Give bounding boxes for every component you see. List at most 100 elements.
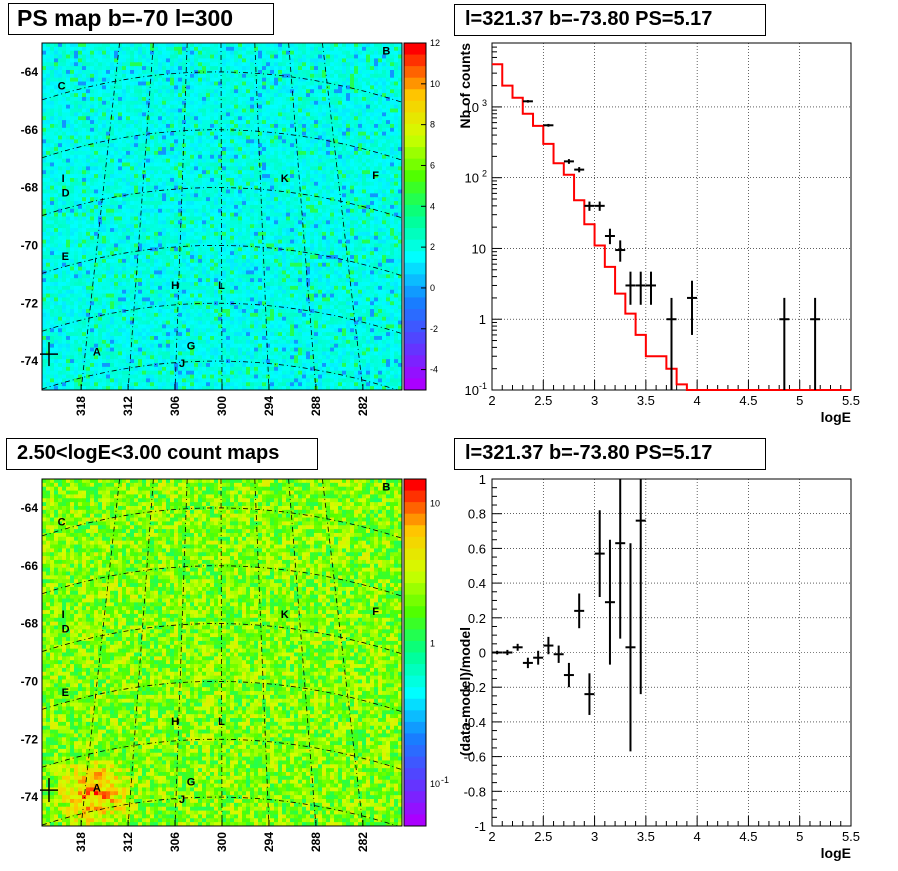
- map-pixel: [322, 123, 327, 129]
- map-pixel: [302, 50, 307, 56]
- map-pixel: [62, 189, 67, 194]
- map-pixel: [94, 154, 99, 160]
- map-pixel: [122, 197, 127, 202]
- map-pixel: [374, 220, 379, 225]
- map-pixel: [390, 131, 395, 137]
- map-pixel: [366, 189, 371, 194]
- map-pixel: [390, 181, 395, 187]
- map-pixel: [198, 177, 203, 183]
- map-pixel: [98, 193, 103, 198]
- map-pixel: [346, 216, 351, 221]
- map-pixel: [250, 231, 255, 237]
- map-pixel: [382, 66, 387, 71]
- map-pixel: [158, 228, 163, 233]
- map-pixel: [94, 143, 99, 148]
- map-pixel: [194, 216, 199, 221]
- map-pixel: [266, 247, 271, 252]
- map-pixel: [306, 93, 311, 98]
- map-pixel: [266, 89, 271, 94]
- map-pixel: [330, 208, 335, 214]
- map-pixel: [66, 131, 71, 137]
- map-pixel: [274, 66, 279, 71]
- map-pixel: [74, 162, 79, 167]
- map-pixel: [222, 170, 227, 175]
- map-pixel: [370, 147, 375, 152]
- map-pixel: [122, 220, 127, 225]
- map-pixel: [146, 181, 151, 187]
- map-cells: [42, 43, 402, 390]
- map-pixel: [118, 69, 123, 75]
- map-pixel: [330, 201, 335, 206]
- map-pixel: [374, 235, 379, 241]
- map-pixel: [306, 139, 311, 144]
- map-pixel: [374, 123, 379, 129]
- map-pixel: [150, 135, 155, 140]
- map-pixel: [90, 216, 95, 221]
- map-pixel: [274, 62, 279, 67]
- map-pixel: [78, 204, 83, 210]
- map-pixel: [190, 62, 195, 67]
- map-pixel: [178, 204, 183, 210]
- map-pixel: [290, 158, 295, 164]
- map-pixel: [322, 220, 327, 225]
- map-pixel: [90, 255, 95, 260]
- map-pixel: [238, 201, 243, 206]
- map-pixel: [190, 89, 195, 94]
- map-pixel: [218, 201, 223, 206]
- map-pixel: [134, 166, 139, 171]
- map-pixel: [266, 162, 271, 167]
- map-pixel: [374, 251, 379, 256]
- map-pixel: [74, 251, 79, 256]
- map-pixel: [166, 162, 171, 167]
- map-pixel: [178, 135, 183, 140]
- map-pixel: [150, 77, 155, 83]
- map-pixel: [246, 247, 251, 252]
- map-pixel: [66, 93, 71, 98]
- map-pixel: [82, 112, 87, 117]
- map-pixel: [82, 54, 87, 60]
- map-pixel: [134, 197, 139, 202]
- map-pixel: [198, 96, 203, 102]
- map-pixel: [278, 69, 283, 75]
- map-pixel: [266, 212, 271, 218]
- map-pixel: [394, 54, 399, 60]
- map-pixel: [198, 116, 203, 121]
- map-pixel: [226, 43, 231, 48]
- map-pixel: [390, 81, 395, 87]
- map-pixel: [206, 108, 211, 113]
- map-pixel: [238, 224, 243, 229]
- map-pixel: [242, 224, 247, 229]
- map-pixel: [222, 239, 227, 245]
- map-pixel: [114, 243, 119, 248]
- map-pixel: [394, 69, 399, 75]
- map-pixel: [182, 235, 187, 241]
- map-pixel: [178, 46, 183, 52]
- map-pixel: [398, 154, 402, 160]
- map-pixel: [306, 147, 311, 152]
- map-pixel: [150, 212, 155, 218]
- map-pixel: [290, 104, 295, 110]
- map-pixel: [134, 224, 139, 229]
- map-pixel: [270, 81, 275, 87]
- map-pixel: [286, 247, 291, 252]
- map-pixel: [326, 58, 331, 63]
- map-pixel: [78, 224, 83, 229]
- map-pixel: [274, 85, 279, 90]
- map-pixel: [126, 193, 131, 198]
- map-pixel: [194, 170, 199, 175]
- map-pixel: [294, 174, 299, 179]
- map-pixel: [198, 154, 203, 160]
- map-pixel: [170, 158, 175, 164]
- map-pixel: [150, 204, 155, 210]
- map-pixel: [62, 54, 67, 60]
- map-pixel: [254, 54, 259, 60]
- map-pixel: [90, 43, 95, 48]
- map-pixel: [74, 154, 79, 160]
- map-pixel: [354, 154, 359, 160]
- map-pixel: [170, 255, 175, 260]
- map-pixel: [182, 123, 187, 129]
- map-pixel: [150, 197, 155, 202]
- map-pixel: [166, 123, 171, 129]
- map-pixel: [354, 123, 359, 129]
- map-pixel: [94, 62, 99, 67]
